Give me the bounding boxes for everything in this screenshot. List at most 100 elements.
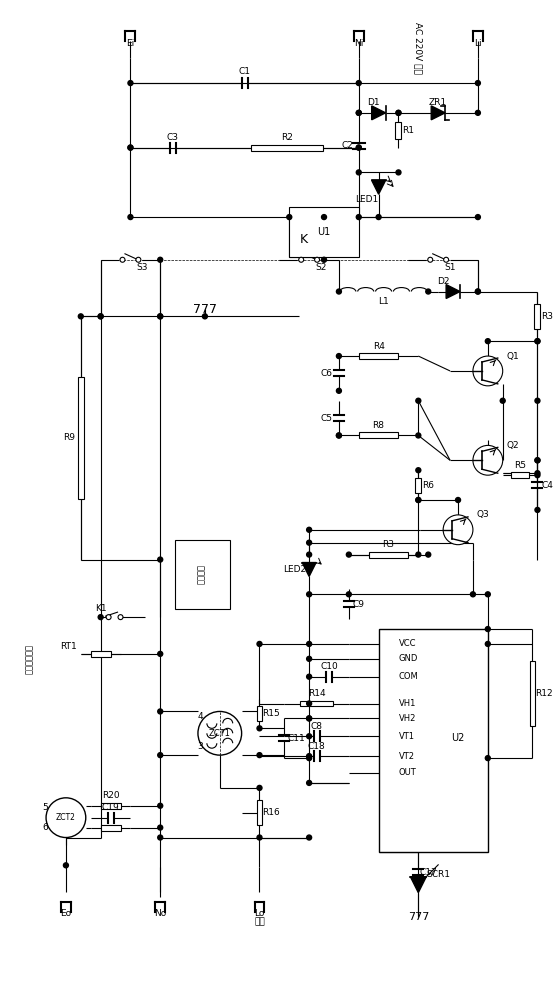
Bar: [379, 629, 488, 852]
Bar: [175, 540, 230, 609]
Circle shape: [158, 709, 163, 714]
Circle shape: [535, 458, 540, 463]
Bar: [100, 825, 120, 831]
Text: R16: R16: [263, 808, 280, 817]
Text: Q2: Q2: [506, 441, 519, 450]
Circle shape: [128, 215, 133, 220]
Circle shape: [336, 289, 341, 294]
Text: 溫度控制開關: 溫度控制開關: [24, 644, 34, 674]
Polygon shape: [431, 106, 445, 120]
Circle shape: [356, 110, 361, 115]
Circle shape: [396, 110, 401, 115]
Text: K: K: [300, 233, 308, 246]
Text: U1: U1: [317, 227, 331, 237]
Text: U2: U2: [451, 733, 465, 743]
Circle shape: [307, 592, 311, 597]
Bar: [396, 122, 401, 139]
Text: 4: 4: [197, 712, 203, 721]
Circle shape: [307, 656, 311, 661]
Circle shape: [158, 651, 163, 656]
Circle shape: [307, 540, 311, 545]
Circle shape: [476, 215, 481, 220]
Circle shape: [198, 711, 241, 755]
Circle shape: [158, 557, 163, 562]
Circle shape: [158, 314, 163, 319]
Circle shape: [376, 215, 381, 220]
Text: 777: 777: [193, 303, 217, 316]
Circle shape: [535, 473, 540, 478]
Circle shape: [307, 780, 311, 785]
Circle shape: [416, 498, 421, 502]
Circle shape: [307, 835, 311, 840]
Polygon shape: [302, 563, 316, 576]
Bar: [534, 304, 541, 329]
Circle shape: [78, 314, 83, 319]
Circle shape: [416, 433, 421, 438]
Text: Li: Li: [474, 39, 482, 48]
Circle shape: [485, 756, 490, 761]
Text: C9: C9: [353, 600, 365, 609]
Text: LED1: LED1: [355, 195, 379, 204]
Circle shape: [307, 716, 311, 721]
Circle shape: [307, 527, 311, 532]
Text: S2: S2: [315, 263, 327, 272]
Bar: [100, 803, 120, 809]
Text: C4: C4: [542, 481, 553, 490]
Circle shape: [535, 507, 540, 512]
Bar: [256, 800, 263, 825]
Circle shape: [158, 257, 163, 262]
Circle shape: [356, 215, 361, 220]
Text: R20: R20: [102, 791, 119, 800]
Text: 輸出: 輸出: [254, 917, 265, 926]
Circle shape: [473, 356, 503, 386]
Text: R15: R15: [263, 709, 280, 718]
Text: R4: R4: [373, 342, 385, 351]
Circle shape: [46, 798, 86, 838]
Text: OUT: OUT: [398, 768, 416, 777]
Circle shape: [471, 592, 476, 597]
Text: No: No: [154, 909, 166, 918]
Circle shape: [257, 641, 262, 646]
Text: C8: C8: [311, 722, 322, 731]
Text: C11: C11: [287, 734, 305, 743]
Circle shape: [485, 592, 490, 597]
Circle shape: [158, 803, 163, 808]
Text: LED2: LED2: [282, 565, 306, 574]
Text: VT1: VT1: [398, 732, 415, 741]
Circle shape: [443, 257, 448, 262]
Text: AC 220V 輸入: AC 220V 輸入: [414, 22, 423, 74]
Circle shape: [443, 515, 473, 545]
Circle shape: [336, 433, 341, 438]
Circle shape: [257, 835, 262, 840]
Circle shape: [356, 145, 361, 150]
Circle shape: [158, 314, 163, 319]
Bar: [90, 651, 110, 657]
Circle shape: [158, 753, 163, 758]
Text: C18: C18: [307, 742, 325, 751]
Text: R8: R8: [372, 421, 385, 430]
Text: K1: K1: [95, 604, 107, 613]
Circle shape: [158, 825, 163, 830]
Circle shape: [63, 863, 68, 868]
Circle shape: [106, 615, 111, 620]
Text: 5: 5: [42, 803, 48, 812]
Bar: [359, 353, 398, 359]
Circle shape: [307, 701, 311, 706]
Text: R3: R3: [382, 540, 395, 549]
Circle shape: [428, 257, 433, 262]
Text: 777: 777: [407, 912, 429, 922]
Circle shape: [416, 552, 421, 557]
Text: D1: D1: [367, 98, 380, 107]
Bar: [300, 701, 332, 706]
Text: Q3: Q3: [477, 510, 489, 519]
Circle shape: [336, 354, 341, 359]
Text: GND: GND: [398, 654, 418, 663]
Circle shape: [500, 398, 505, 403]
Circle shape: [307, 641, 311, 646]
Bar: [251, 145, 323, 151]
Text: C5: C5: [321, 414, 333, 423]
Circle shape: [315, 257, 320, 262]
Text: R12: R12: [536, 689, 553, 698]
Text: R6: R6: [422, 481, 434, 490]
Text: ZR1: ZR1: [429, 98, 447, 107]
